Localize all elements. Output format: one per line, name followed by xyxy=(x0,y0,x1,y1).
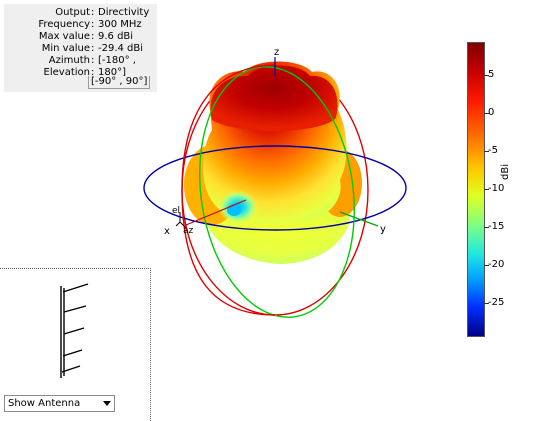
radiation-pattern-3d[interactable]: z y x el az xyxy=(0,0,460,340)
info-key: Frequency xyxy=(38,19,90,30)
info-row-min-value: Min value: -29.4 dBi xyxy=(41,43,144,54)
colorbar-tick-label: -10 xyxy=(488,183,505,194)
info-key: Azimuth xyxy=(48,55,90,66)
elevation-circle-red-front xyxy=(181,64,276,191)
colorbar-tick-label: 5 xyxy=(488,69,495,80)
info-key: Output xyxy=(55,7,90,18)
triad-az xyxy=(179,221,187,229)
colorbar-tick-label: -5 xyxy=(488,145,498,156)
triad-x xyxy=(175,221,181,227)
info-value: [-180° , xyxy=(98,55,136,66)
info-value: -29.4 dBi xyxy=(98,43,144,54)
elevation-circle-red-front-lower xyxy=(181,189,276,316)
y-axis-label: y xyxy=(380,224,386,235)
colorbar-tick xyxy=(484,303,489,304)
info-key: Max value xyxy=(38,31,90,42)
colorbar-tick-label: -25 xyxy=(488,297,505,308)
colorbar-tick xyxy=(484,227,489,228)
colorbar-unit-label: dBi xyxy=(500,164,511,180)
colorbar-tick-label: -20 xyxy=(488,259,505,270)
antenna-geometry-view[interactable] xyxy=(0,268,150,388)
x-axis-line xyxy=(185,199,247,226)
y-axis-line xyxy=(339,211,379,227)
info-elevation-range: [-90° , 90°] xyxy=(88,76,150,89)
z-axis-label: z xyxy=(274,47,279,58)
azimuth-circle-blue xyxy=(143,145,407,231)
info-row-frequency: Frequency: 300 MHz xyxy=(38,19,142,30)
info-value: 300 MHz xyxy=(98,19,142,30)
colorbar-tick xyxy=(484,189,489,190)
chevron-down-icon[interactable] xyxy=(103,401,111,406)
colorbar xyxy=(467,42,485,337)
info-value: 9.6 dBi xyxy=(98,31,134,42)
colorbar-tick xyxy=(484,151,489,152)
az-label: az xyxy=(183,226,194,236)
info-key: Elevation xyxy=(43,67,90,78)
info-value: 180°] xyxy=(98,67,126,78)
colorbar-tick xyxy=(484,265,489,266)
antenna-elements xyxy=(60,283,89,378)
info-row-azimuth: Azimuth: [-180° , xyxy=(48,55,136,66)
x-axis-label: x xyxy=(164,226,170,237)
el-label: el xyxy=(172,206,180,216)
info-row-output: Output: Directivity xyxy=(55,7,150,18)
info-row-max-value: Max value: 9.6 dBi xyxy=(38,31,134,42)
dropdown-selected-value: Show Antenna xyxy=(8,398,81,409)
colorbar-tick xyxy=(484,113,489,114)
pattern-surface xyxy=(184,61,362,264)
antenna-display-dropdown[interactable]: Show Antenna xyxy=(4,395,115,412)
antenna-preview-panel xyxy=(0,268,151,421)
colorbar-tick-label: -15 xyxy=(488,221,505,232)
info-row-elevation: Elevation: 180°] xyxy=(43,67,126,78)
info-value: Directivity xyxy=(98,7,150,18)
colorbar-tick xyxy=(484,75,489,76)
info-key: Min value xyxy=(41,43,90,54)
elevation-circle-green xyxy=(199,66,355,318)
colorbar-tick-label: 0 xyxy=(488,107,495,118)
plot-info-box: Output: Directivity Frequency: 300 MHz M… xyxy=(4,4,157,92)
